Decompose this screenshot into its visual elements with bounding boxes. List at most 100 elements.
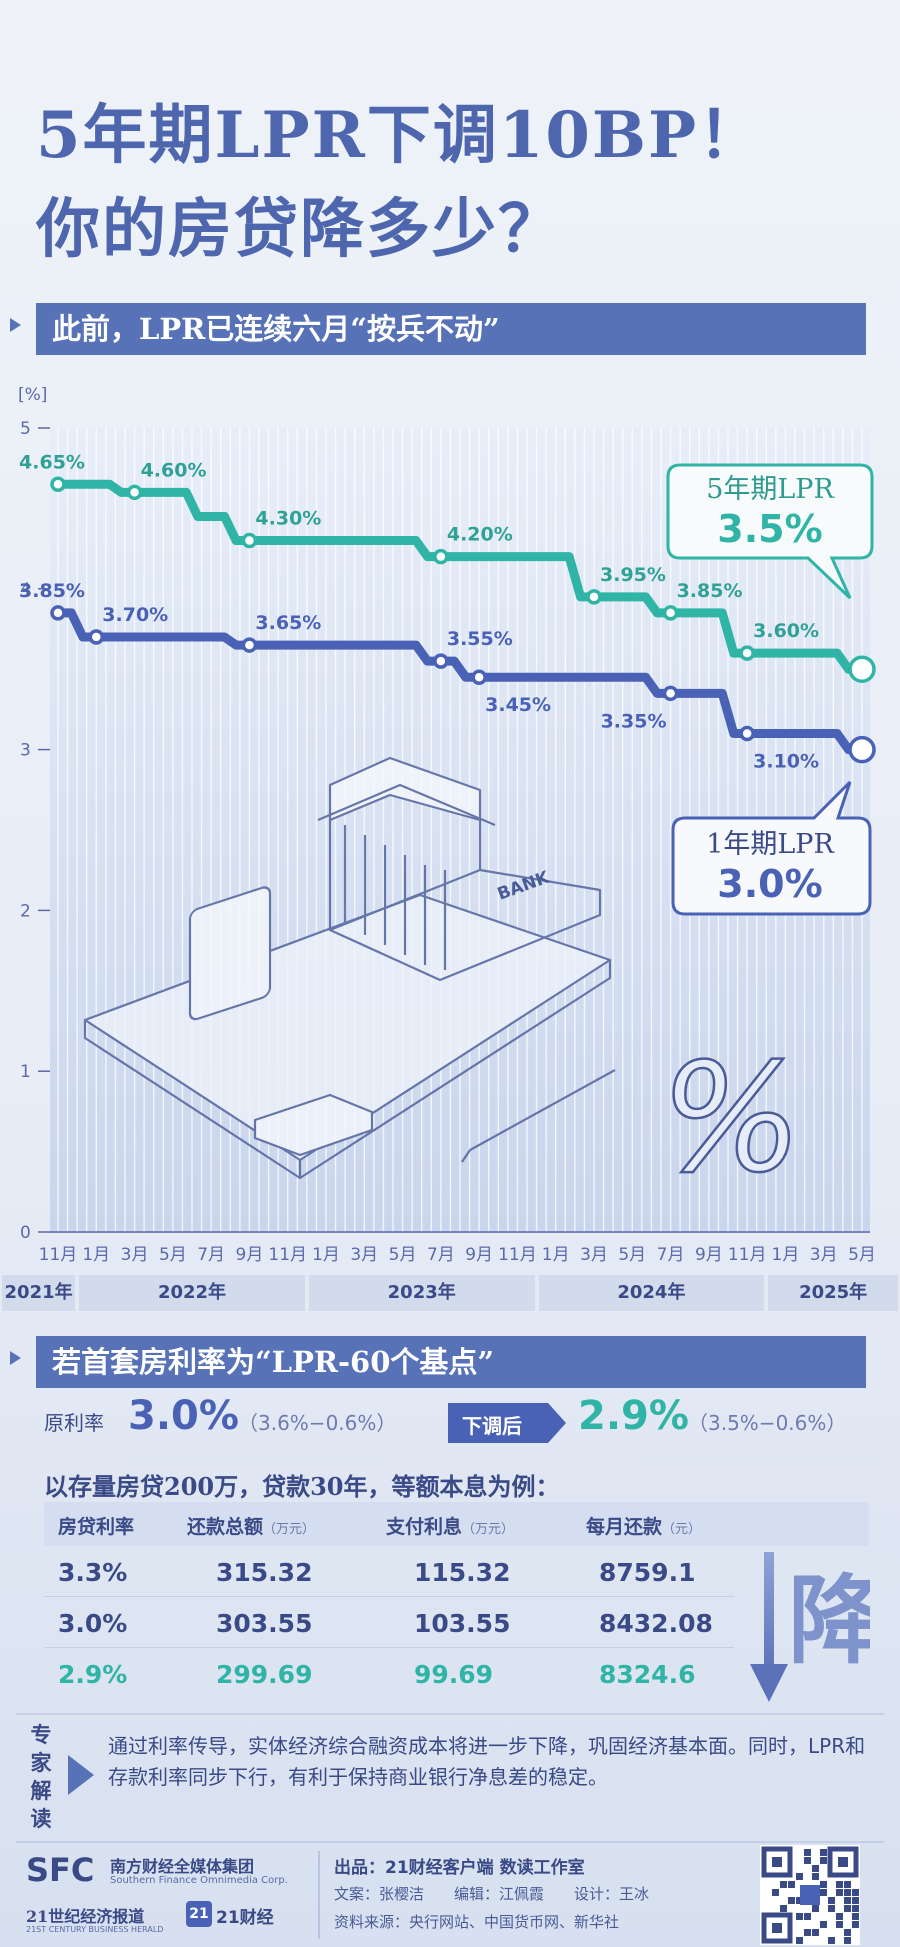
y-tick-label: 4	[20, 580, 31, 600]
y-tick-label: 5	[20, 419, 31, 439]
qr-cell	[780, 1881, 787, 1888]
qr-cell	[836, 1921, 843, 1928]
one-year-callout: 1年期LPR 3.0%	[671, 780, 872, 916]
row1-monthly: 8759.1	[599, 1558, 696, 1587]
row3-monthly: 8324.6	[599, 1660, 696, 1689]
header-total: 还款总额（万元）	[187, 1516, 316, 1538]
y-tick-label: 0	[20, 1223, 31, 1243]
rate-comparison-row: 原利率 3.0% （3.6%−0.6%） 下调后 2.9% （3.5%−0.6%…	[44, 1393, 884, 1457]
data-point	[662, 605, 679, 621]
x-tick-label: 7月	[197, 1245, 225, 1265]
adjust-arrow-icon	[448, 1403, 566, 1443]
expert-text: 通过利率传导，实体经济综合融资成本将进一步下降，巩固经济基本面。同时，LPR和存…	[108, 1734, 866, 1789]
data-label: 3.95%	[600, 564, 666, 586]
qr-cell	[788, 1897, 795, 1904]
year-band: 2025年	[768, 1275, 898, 1311]
header-interest: 支付利息（万元）	[386, 1516, 515, 1538]
adjust-tag-label: 下调后	[462, 1414, 522, 1438]
data-label: 3.85%	[677, 580, 743, 602]
x-axis: 11月 1月 3月 5月 7月 9月 11月 1月 3月 5月 7月 9月 11月 1月 3月 5月 7月 9月 1…	[39, 1245, 876, 1265]
row2-monthly: 8432.08	[599, 1609, 713, 1638]
data-point	[739, 725, 755, 742]
row2-rate: 3.0%	[58, 1609, 128, 1638]
five-year-callout: 5年期LPR 3.5%	[666, 463, 874, 600]
x-tick-label: 5月	[848, 1245, 876, 1265]
section2-banner: 若首套房利率为“LPR-60个基点”	[36, 1336, 866, 1388]
header-rate: 房贷利率	[58, 1516, 135, 1538]
section1-arrow-icon	[10, 318, 21, 332]
data-point	[126, 484, 143, 501]
series-line	[53, 608, 867, 755]
data-point	[471, 669, 487, 685]
series-line	[53, 479, 867, 674]
row3-total: 299.69	[216, 1660, 313, 1689]
qr-cell	[852, 1913, 859, 1920]
expert-arrow-icon	[68, 1755, 94, 1795]
data-label: 3.60%	[753, 620, 819, 642]
qr-cell	[844, 1937, 851, 1944]
x-tick-label: 1月	[772, 1245, 800, 1265]
five-year-callout-name: 5年期LPR	[706, 474, 834, 505]
year-band: 2022年	[79, 1275, 305, 1311]
data-label: 4.60%	[141, 459, 207, 481]
qr-cell	[796, 1897, 803, 1904]
qr-cell	[772, 1889, 779, 1896]
x-tick-label: 5月	[389, 1245, 417, 1265]
new-rate-formula: （3.5%−0.6%）	[688, 1411, 847, 1435]
qr-cell	[844, 1905, 851, 1912]
group-name-en: Southern Finance Omnimedia Corp.	[110, 1875, 288, 1886]
qr-cell	[852, 1897, 859, 1904]
expert-commentary: 专家解读 通过利率传导，实体经济综合融资成本将进一步下降，巩固经济基本面。同时，…	[16, 1713, 884, 1843]
y-tick-label: 1	[20, 1062, 31, 1082]
decrease-character: 降	[788, 1565, 870, 1677]
main-title-line1: 5年期LPR下调10BP！	[36, 98, 765, 173]
x-tick-label: 1月	[312, 1245, 340, 1265]
qr-code-icon[interactable]	[760, 1845, 860, 1945]
qr-cell	[804, 1929, 811, 1936]
qr-cell	[796, 1937, 803, 1944]
qr-cell	[836, 1889, 843, 1896]
row1-rate: 3.3%	[58, 1558, 128, 1587]
data-label: 3.85%	[19, 580, 85, 602]
data-label: 3.10%	[753, 751, 819, 773]
section1-banner: 此前，LPR已连续六月“按兵不动”	[36, 303, 866, 355]
footer: SFC 南方财经全媒体集团 Southern Finance Omnimedia…	[0, 1845, 900, 1947]
qr-cell	[820, 1921, 827, 1928]
data-label: 3.45%	[485, 694, 551, 716]
qr-cell	[836, 1881, 843, 1888]
header-monthly: 每月还款（元）	[586, 1516, 702, 1538]
x-tick-label: 7月	[427, 1245, 455, 1265]
chart-series: 4.65% 4.60% 4.30% 4.20% 3.95% 3.85% 3.60% 3.85%…	[19, 451, 876, 773]
qr-cell	[820, 1849, 827, 1856]
x-tick-label: 7月	[657, 1245, 685, 1265]
data-point	[50, 605, 66, 621]
x-tick-label: 3月	[580, 1245, 608, 1265]
qr-cell	[844, 1881, 851, 1888]
percent-symbol-illustration: %	[660, 1032, 803, 1206]
qr-cell	[852, 1889, 859, 1896]
x-tick-label: 11月	[728, 1245, 767, 1265]
row3-rate: 2.9%	[58, 1660, 128, 1689]
x-tick-label: 11月	[39, 1245, 78, 1265]
data-point	[433, 548, 449, 565]
x-tick-label: 3月	[350, 1245, 378, 1265]
qr-cell	[836, 1913, 843, 1920]
data-label: 3.35%	[601, 710, 667, 732]
qr-cell	[820, 1889, 827, 1896]
qr-cell	[844, 1929, 851, 1936]
original-rate-formula: （3.6%−0.6%）	[238, 1411, 397, 1435]
staff-credits: 文案：张樱洁 编辑：江佩霞 设计：王冰	[334, 1885, 650, 1903]
qr-cell	[820, 1881, 827, 1888]
qr-cell	[812, 1905, 819, 1912]
expert-label: 专家解读	[30, 1723, 52, 1831]
y-axis: [%] 0 1 2 3 4 5	[18, 385, 870, 1243]
table-row: 2.9% 299.69 99.69 8324.6	[44, 1648, 734, 1698]
y-axis-label: [%]	[18, 385, 47, 405]
x-tick-label: 1月	[542, 1245, 570, 1265]
new-rate-value: 2.9%	[578, 1393, 689, 1439]
qr-cell	[804, 1857, 811, 1864]
example-description: 以存量房贷200万，贷款30年，等额本息为例：	[44, 1472, 560, 1501]
table-header: 房贷利率 还款总额（万元） 支付利息（万元） 每月还款（元）	[44, 1502, 869, 1546]
producer-credit: 出品：21财经客户端 数读工作室	[334, 1858, 585, 1878]
